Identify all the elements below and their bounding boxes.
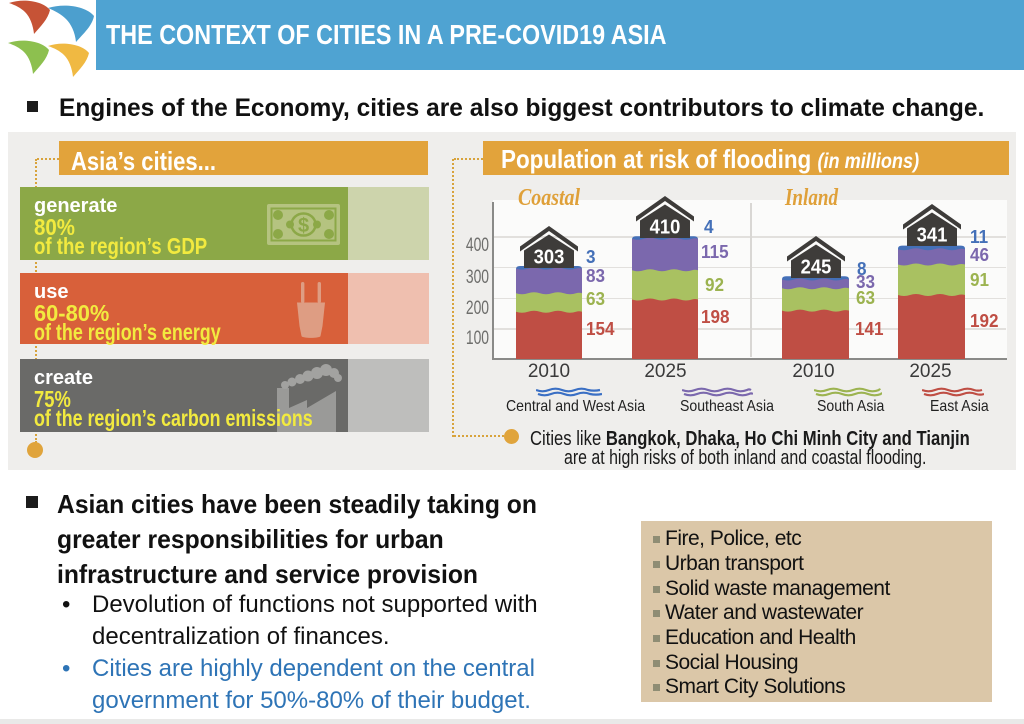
svg-text:303: 303 [534,247,565,268]
svg-text:$: $ [298,215,309,237]
svg-text:245: 245 [801,257,832,278]
svg-text:410: 410 [650,217,681,238]
svg-text:341: 341 [917,225,948,246]
